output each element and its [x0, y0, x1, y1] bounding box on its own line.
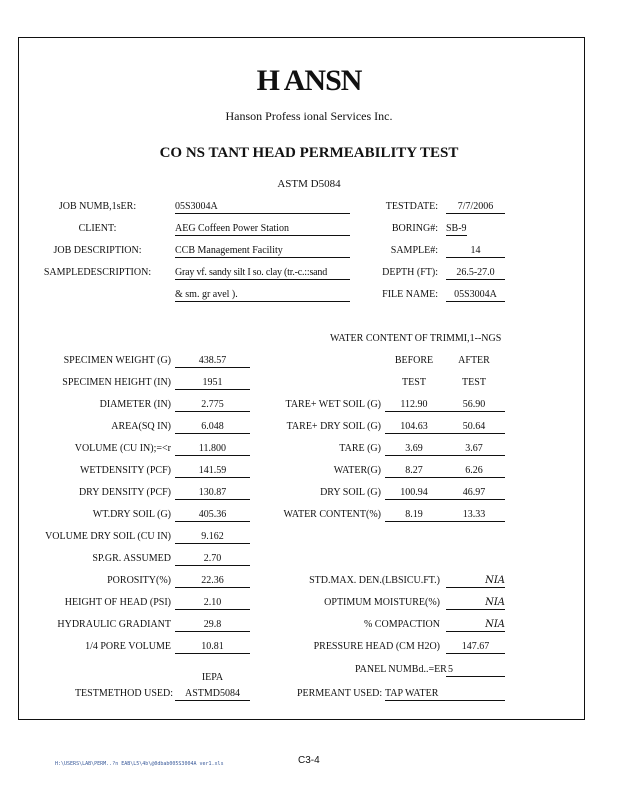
compaction-value: NIA	[446, 619, 505, 632]
before-value: 8.19	[385, 509, 443, 522]
specimen-value: 22.36	[175, 575, 250, 588]
before-value: 104.63	[385, 421, 443, 434]
after-value: 3.67	[443, 443, 505, 456]
after-value: 46.97	[443, 487, 505, 500]
specimen-value: 11.800	[175, 443, 250, 456]
sample-description-line2: & sm. gr avel ).	[175, 289, 350, 302]
specimen-label: DIAMETER (IN)	[99, 399, 171, 410]
client-value: AEG Coffeen Power Station	[175, 223, 350, 236]
specimen-label: HYDRAULIC GRADIANT	[57, 619, 171, 630]
specimen-label: AREA(SQ IN)	[111, 421, 171, 432]
compaction-label: STD.MAX. DEN.(LBSICU.FT.)	[309, 575, 440, 586]
after-value: 13.33	[443, 509, 505, 522]
company-name: Hanson Profess ional Services Inc.	[225, 109, 393, 123]
specimen-value: 1951	[175, 377, 250, 390]
specimen-value: 9.162	[175, 531, 250, 544]
before-value: 8.27	[385, 465, 443, 478]
compaction-label: OPTIMUM MOISTURE(%)	[324, 597, 440, 608]
client-label: CLIENT:	[78, 223, 117, 234]
specimen-value: 29.8	[175, 619, 250, 632]
file-path: H:\USERS\LAB\PERM..?n EAB\L5\4b\@0dbab00…	[55, 761, 224, 767]
test-date-label: TESTDATE:	[385, 201, 438, 212]
water-content-label: WATER CONTENT(%)	[283, 509, 381, 520]
before-header: BEFORE	[394, 355, 434, 366]
after-value: 56.90	[443, 399, 505, 412]
specimen-value: 10.81	[175, 641, 250, 654]
job-number-value: 05S3004A	[175, 201, 350, 214]
hanson-logo: H ANSN	[256, 64, 363, 97]
panel-number-label: PANEL NUMBd..=ER	[355, 664, 447, 675]
specimen-value: 2.70	[175, 553, 250, 566]
specimen-label: 1/4 PORE VOLUME	[85, 641, 171, 652]
boring-value: SB-9	[446, 223, 467, 236]
compaction-label: % COMPACTION	[363, 619, 440, 630]
permeant-label: PERMEANT USED:	[297, 688, 383, 699]
compaction-value: 147.67	[446, 641, 505, 654]
specimen-label: VOLUME DRY SOIL (CU IN)	[45, 531, 171, 542]
test-method-value: ASTMD5084	[175, 688, 250, 701]
compaction-value: NIA	[446, 597, 505, 610]
file-name-label: FILE NAME:	[382, 289, 438, 300]
boring-label: BORING#:	[391, 223, 438, 234]
permeant-value: TAP WATER	[385, 688, 505, 701]
test-method-label: TESTMETHOD USED:	[74, 688, 173, 699]
specimen-value: 141.59	[175, 465, 250, 478]
sample-number-value: 14	[446, 245, 505, 258]
specimen-value: 2.775	[175, 399, 250, 412]
before-value: 3.69	[385, 443, 443, 456]
specimen-label: SPECIMEN HEIGHT (IN)	[62, 377, 171, 388]
after-value: 50.64	[443, 421, 505, 434]
after-header-2: TEST	[462, 377, 486, 388]
after-value: 6.26	[443, 465, 505, 478]
compaction-label: PRESSURE HEAD (CM H2O)	[313, 641, 440, 652]
page-title: CO NS TANT HEAD PERMEABILITY TEST	[159, 145, 459, 161]
file-name-value: 05S3004A	[446, 289, 505, 302]
specimen-label: POROSITY(%)	[107, 575, 171, 586]
water-content-label: DRY SOIL (G)	[320, 487, 381, 498]
specimen-value: 405.36	[175, 509, 250, 522]
water-content-title: WATER CONTENT OF TRIMMI,1--NGS	[330, 333, 502, 344]
water-content-label: TARE+ DRY SOIL (G)	[286, 421, 381, 432]
specimen-label: WETDENSITY (PCF)	[79, 465, 171, 476]
before-value: 100.94	[385, 487, 443, 500]
specimen-label: VOLUME (CU IN);=<r	[74, 443, 171, 454]
standard: ASTM D5084	[277, 178, 341, 190]
before-header-2: TEST	[402, 377, 426, 388]
water-content-label: TARE (G)	[339, 443, 381, 454]
sample-description-label: SAMPLEDESCRIPTION:	[43, 267, 152, 278]
specimen-value: 6.048	[175, 421, 250, 434]
specimen-label: SPECIMEN WEIGHT (G)	[63, 355, 171, 366]
specimen-label: DRY DENSITY (PCF)	[78, 487, 171, 498]
sample-number-label: SAMPLE#:	[390, 245, 438, 256]
job-number-label: JOB NUMB,1sER:	[58, 201, 137, 212]
document-border	[18, 37, 585, 720]
after-header: AFTER	[458, 355, 490, 366]
test-method-agency: IEPA	[201, 672, 224, 683]
sample-description-line1: Gray vf. sandy silt I so. clay (tr.-c.::…	[175, 267, 350, 280]
job-description-label: JOB DESCRIPTION:	[53, 245, 142, 256]
specimen-label: SP.GR. ASSUMED	[92, 553, 171, 564]
before-value: 112.90	[385, 399, 443, 412]
specimen-value: 438.57	[175, 355, 250, 368]
job-description-value: CCB Management Facility	[175, 245, 350, 258]
specimen-label: WT.DRY SOIL (G)	[92, 509, 171, 520]
specimen-value: 130.87	[175, 487, 250, 500]
test-date-value: 7/7/2006	[446, 201, 505, 214]
specimen-label: HEIGHT OF HEAD (PSI)	[64, 597, 171, 608]
panel-number-value: 5	[446, 664, 505, 677]
water-content-label: WATER(G)	[333, 465, 381, 476]
depth-label: DEPTH (FT):	[382, 267, 438, 278]
page-number: C3-4	[298, 755, 320, 766]
specimen-value: 2.10	[175, 597, 250, 610]
water-content-label: TARE+ WET SOIL (G)	[285, 399, 381, 410]
depth-value: 26.5-27.0	[446, 267, 505, 280]
compaction-value: NIA	[446, 575, 505, 588]
